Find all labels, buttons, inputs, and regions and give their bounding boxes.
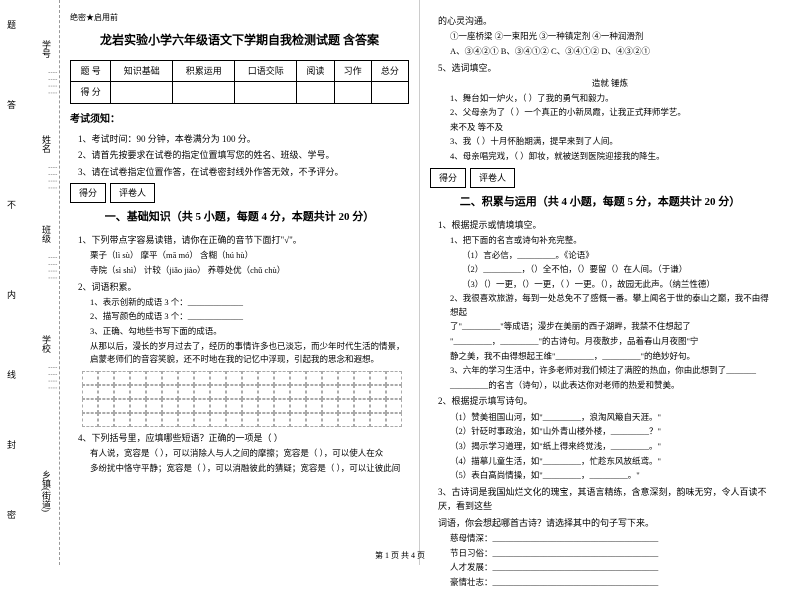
q1r-item: （1）言必信，_________。《论语》	[462, 249, 770, 263]
q3r-item: 慈母情深：___________________________________…	[450, 532, 770, 546]
q4-line: 多纷扰中恪守平静；宽容是（ ），可以消融彼此的猜疑；宽容是（ ），可以让彼此间	[90, 462, 409, 476]
q2r-item: （2）针砭时事政治，如"山外青山楼外楼，_________？"	[450, 425, 770, 439]
binding-mark: 封	[5, 440, 18, 449]
score-label: 得分	[70, 183, 106, 203]
q4-line: 有人说，宽容是（ ），可以消除人与人之间的摩擦；宽容是（ ），可以使人在众	[90, 447, 409, 461]
section1-title: 一、基础知识（共 5 小题，每题 4 分，本题共计 20 分）	[70, 209, 409, 227]
q5-item: 2、父母亲为了（ ）一个真正的小新凤霞，让我正式拜师学艺。	[450, 106, 770, 120]
page-footer: 第 1 页 共 4 页	[375, 550, 425, 561]
q1r-item: （3）（）一更，（）一更，（ ）一更。（），故园无此声。（纳兰性德）	[462, 278, 770, 292]
q2r-item: （5）表白高尚情操，如"_________，_________。"	[450, 469, 770, 483]
q3r-item: 节日习俗：___________________________________…	[450, 547, 770, 561]
score-cell[interactable]	[111, 82, 173, 103]
score-header: 知识基础	[111, 60, 173, 81]
score-header: 题 号	[71, 60, 111, 81]
score-cell[interactable]	[297, 82, 334, 103]
right-column: 的心灵沟通。 ①一座桥梁 ②一束阳光 ③一种镇定剂 ④一种润滑剂 A、③④②① …	[420, 0, 780, 565]
score-label: 得分	[430, 168, 466, 188]
q2-para: 从那以后，漫长的岁月过去了，经历的事情许多也已淡忘，而少年时代生活的情景，启蒙老…	[90, 340, 409, 367]
score-cell[interactable]	[173, 82, 235, 103]
q1r-item: 3、六年的学习生活中，许多老师对我们倾注了满腔的热血，你由此想到了_______	[450, 364, 770, 378]
binding-dots: ┊┊┊┊	[48, 165, 57, 192]
q2-item: 3、正确、勾地些书写下面的成语。	[90, 325, 409, 339]
notice-item: 1、考试时间：90 分钟，本卷满分为 100 分。	[78, 132, 409, 146]
q3r-stem: 3、古诗词是我国灿烂文化的瑰宝，其语言精练，含意深刻，韵味无穷，令人百读不厌，看…	[438, 485, 770, 514]
q1r-item: 1、把下面的名言或诗句补充完整。	[450, 234, 770, 248]
notice-title: 考试须知：	[70, 112, 409, 128]
score-cell[interactable]	[334, 82, 371, 103]
binding-mark: 不	[5, 200, 18, 209]
binding-dots: ┊┊┊┊	[48, 255, 57, 282]
q2-item: 2、描写颜色的成语 3 个：_____________	[90, 310, 409, 324]
q1-line: 栗子（lì sù） 摩平（mā mó） 含糊（hú hù）	[90, 249, 409, 263]
q2r-item: （1）赞美祖国山河，如"_________，浪淘风簸自天涯。"	[450, 411, 770, 425]
options-line: ①一座桥梁 ②一束阳光 ③一种镇定剂 ④一种润滑剂	[450, 30, 770, 44]
left-column: 绝密★启用前 龙岩实验小学六年级语文下学期自我检测试题 含答案 题 号 知识基础…	[60, 0, 420, 565]
binding-mark: 题	[5, 20, 18, 29]
q1r-item: "_________，_________"的古诗句。月夜散步，品着春山月夜图"宁	[450, 335, 770, 349]
q5-item: 4、母亲唱完戏，（ ）卸妆，就被送到医院迎接我的降生。	[450, 150, 770, 164]
q5-item: 1、舞台如一炉火，（ ）了我的勇气和毅力。	[450, 92, 770, 106]
q2-stem: 2、词语积累。	[78, 280, 409, 294]
binding-mark: 线	[5, 370, 18, 379]
q3r-item: 人才发展：___________________________________…	[450, 561, 770, 575]
binding-label-class: 班级	[40, 225, 53, 243]
notice-item: 2、请首先按要求在试卷的指定位置填写您的姓名、班级、学号。	[78, 148, 409, 162]
section2-title: 二、积累与运用（共 4 小题，每题 5 分，本题共计 20 分）	[430, 194, 770, 212]
q1r-item: （2）_________，（）全不怕，（）要留（）在人间。（于谦）	[462, 263, 770, 277]
binding-mark: 密	[5, 510, 18, 519]
score-header: 习作	[334, 60, 371, 81]
writing-grid[interactable]	[82, 371, 402, 427]
binding-label-id: 学号	[40, 40, 53, 58]
q5-stem: 5、选词填空。	[438, 61, 770, 75]
q1r-item: 2、我很喜欢旅游，每到一处总免不了感慨一番。攀上闻名于世的泰山之巅，我不由得想起	[450, 292, 770, 319]
score-header: 口语交际	[235, 60, 297, 81]
seal-tag: 绝密★启用前	[70, 12, 409, 25]
q1r-item: 静之美，我不由得想起王维"_________，_________"的绝妙好句。	[450, 350, 770, 364]
score-row-label: 得 分	[71, 82, 111, 103]
choices-line: A、③④②① B、③④①② C、③④①② D、④③②①	[450, 45, 770, 59]
q2r-item: （3）揭示学习道理，如"纸上得来终觉浅，_________。"	[450, 440, 770, 454]
grader-label: 评卷人	[470, 168, 515, 188]
binding-label-school: 学校	[40, 335, 53, 353]
binding-margin: 学号 ┊┊┊┊ 姓名 ┊┊┊┊ 班级 ┊┊┊┊ 学校 ┊┊┊┊ 乡镇(街道) 题…	[0, 0, 60, 565]
binding-mark: 内	[5, 290, 18, 299]
exam-title: 龙岩实验小学六年级语文下学期自我检测试题 含答案	[70, 31, 409, 50]
score-header: 阅读	[297, 60, 334, 81]
q5-item: 来不及 等不及	[450, 121, 770, 135]
binding-label-name: 姓名	[40, 135, 53, 153]
q3r-line: 词语，你会想起哪首古诗？请选择其中的句子写下来。	[438, 516, 770, 530]
score-box-row: 得分 评卷人	[70, 183, 409, 203]
q5-words: 造就 锤炼	[450, 77, 770, 91]
q1r-stem: 1、根据提示或情境填空。	[438, 218, 770, 232]
q5-item: 3、我（ ）十月怀胎期满，提早来到了人间。	[450, 135, 770, 149]
content-area: 绝密★启用前 龙岩实验小学六年级语文下学期自我检测试题 含答案 题 号 知识基础…	[60, 0, 800, 565]
score-table: 题 号 知识基础 积累运用 口语交际 阅读 习作 总分 得 分	[70, 60, 409, 104]
q2-item: 1、表示创新的成语 3 个：_____________	[90, 296, 409, 310]
q2r-item: （4）描摹儿童生活，如"_________，忙趁东风放纸鸢。"	[450, 455, 770, 469]
q2r-stem: 2、根据提示填写诗句。	[438, 394, 770, 408]
q1r-item: 了"_________"等成语；漫步在美丽的西子湖畔，我禁不住想起了	[450, 320, 770, 334]
q3r-item: 豪情壮志：___________________________________…	[450, 576, 770, 589]
continue-text: 的心灵沟通。	[438, 14, 770, 28]
binding-dots: ┊┊┊┊	[48, 365, 57, 392]
q1r-item: _________的名言（诗句），以此表达你对老师的热爱和赞美。	[450, 379, 770, 393]
score-cell[interactable]	[235, 82, 297, 103]
binding-mark: 答	[5, 100, 18, 109]
q4-stem: 4、下列括号里，应填哪些短语？正确的一项是（ ）	[78, 431, 409, 445]
grader-label: 评卷人	[110, 183, 155, 203]
q1-stem: 1、下列带点字容易读错，请你在正确的音节下面打"√"。	[78, 233, 409, 247]
q1-line: 寺院（sì shì） 计较（jiǎo jiào） 养尊处优（chǔ chù）	[90, 264, 409, 278]
score-cell[interactable]	[371, 82, 408, 103]
score-header: 积累运用	[173, 60, 235, 81]
score-box-row: 得分 评卷人	[430, 168, 770, 188]
notice-item: 3、请在试卷指定位置作答，在试卷密封线外作答无效，不予评分。	[78, 165, 409, 179]
score-header: 总分	[371, 60, 408, 81]
binding-label-township: 乡镇(街道)	[40, 470, 53, 512]
binding-dots: ┊┊┊┊	[48, 70, 57, 97]
